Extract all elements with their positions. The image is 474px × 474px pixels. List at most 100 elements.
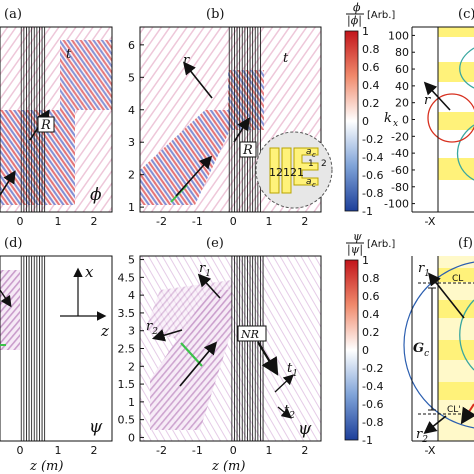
panel-e-beam — [150, 290, 232, 430]
panel-d-xtick: 2 — [91, 444, 98, 457]
colorbar-top-tick: -0.4 — [362, 151, 383, 164]
inset-digit: 1 — [269, 166, 276, 179]
panel-b-ytick: 3 — [128, 136, 135, 149]
panel-a-xtick: 1 — [55, 215, 62, 228]
colorbar-top-tick: 0.8 — [362, 43, 380, 56]
panel-e-xtick: 0 — [230, 444, 237, 457]
panel-e-ytick: 4 — [128, 289, 135, 302]
panel-e-metasurface — [230, 256, 264, 441]
panel-a-field-symbol: ϕ — [90, 185, 102, 205]
colorbar-bottom: ψ |ψ| [Arb.] 1 0.8 0.6 0.4 0.2 0 -0.2 -0.4 -0.6 -… — [344, 230, 395, 447]
panel-e-ytick: 4.5 — [118, 271, 136, 284]
panel-a-R-label: R — [40, 118, 51, 133]
colorbar-bottom-num: ψ — [353, 230, 362, 243]
inset-ac-label: a — [306, 147, 312, 157]
inset-edge-digit: 1 — [308, 159, 314, 169]
panel-e-xtick: 2 — [301, 444, 308, 457]
panel-b-ytick: 5 — [128, 71, 135, 84]
inset-digit: 1 — [283, 166, 290, 179]
colorbar-top: ϕ |ϕ| [Arb.] 1 0.8 0.6 0.4 0.2 0 -0.2 -0.4 -0.6 -… — [344, 1, 395, 218]
colorbar-bottom-tick: 0.6 — [362, 290, 380, 303]
panel-e-ytick: 5 — [128, 254, 135, 267]
panel-b-R-label: R — [242, 143, 253, 158]
panel-e-field-symbol: ψ — [298, 419, 312, 439]
colorbar-bottom-unit: [Arb.] — [367, 239, 395, 250]
panel-e-label: (e) — [206, 236, 224, 251]
panel-e-r1: r1 — [199, 261, 211, 279]
colorbar-bottom-tick: 0.8 — [362, 272, 380, 285]
colorbar-top-num: ϕ — [353, 1, 361, 14]
panel-e-t2: t2 — [284, 403, 295, 421]
panel-c-r-label: r — [424, 93, 431, 108]
colorbar-top-tick: 0.6 — [362, 61, 380, 74]
panel-c-ylabel: k — [384, 111, 392, 126]
colorbar-bottom-tick: -1 — [362, 434, 373, 447]
colorbar-top-tick: -0.8 — [362, 187, 383, 200]
panel-b: R r t ϕ 1 2 1 2 1 a c 1 2 a c (b) 123456… — [128, 7, 333, 228]
panel-b-ytick: 2 — [128, 169, 135, 182]
inset-edge-digit: 2 — [321, 159, 327, 169]
panel-e-ytick: 3.5 — [118, 307, 136, 320]
panel-c-ytick: -40 — [391, 147, 409, 160]
panel-b-xtick: -2 — [156, 215, 167, 228]
panel-c-ytick: -80 — [391, 181, 409, 194]
panel-c-xtick: -X — [425, 215, 436, 228]
panel-d-beam — [0, 270, 20, 350]
panel-b-xtick: 0 — [230, 215, 237, 228]
panel-c: r k x (c) -X 100 80 60 40 20 0 -20 -40 -60 -80 -10… — [384, 7, 474, 228]
panel-d-xtick: 0 — [17, 444, 24, 457]
panel-c-ytick: -60 — [391, 164, 409, 177]
colorbar-bottom-tick: -0.4 — [362, 380, 383, 393]
panel-e-ytick: 0 — [128, 431, 135, 444]
panel-b-ytick: 4 — [128, 104, 135, 117]
inset-digit: 2 — [276, 166, 283, 179]
panel-e-xtick: -2 — [156, 444, 167, 457]
panel-d-field-symbol: ψ — [89, 417, 103, 437]
colorbar-bottom-tick: 0 — [362, 344, 369, 357]
panel-c-ytick: 60 — [395, 63, 409, 76]
panel-e-ytick: 2 — [128, 360, 135, 373]
colorbar-bottom-tick: 1 — [362, 254, 369, 267]
panel-e-ytick: 1 — [128, 396, 135, 409]
panel-b-xtick: 1 — [266, 215, 273, 228]
inset-ac-label: a — [306, 177, 312, 187]
panel-a: R t ϕ (a) 0 1 2 — [0, 7, 113, 228]
colorbar-bottom-tick: -0.6 — [362, 398, 383, 411]
panel-a-xtick: 2 — [91, 215, 98, 228]
panel-f-r2: r2 — [416, 427, 428, 445]
panel-d: x z ψ (d) 0 1 2 z (m) — [0, 236, 113, 474]
colorbar-top-tick: 0.4 — [362, 79, 380, 92]
panel-e-ytick: 3 — [128, 325, 135, 338]
inset-ac-sub: c — [312, 181, 316, 189]
panel-b-label: (b) — [206, 7, 224, 22]
inset-ac-sub: c — [312, 151, 316, 159]
panel-b-metasurface — [228, 27, 262, 212]
panel-f-r1: r1 — [418, 261, 430, 279]
panel-e-ytick: 1.5 — [118, 378, 136, 391]
colorbar-top-den: |ϕ| — [347, 14, 362, 28]
panel-a-transmitted — [60, 40, 112, 110]
panel-e-ytick: 2.5 — [118, 343, 136, 356]
panel-e-xtick: 1 — [266, 444, 273, 457]
panel-b-r-label: r — [183, 53, 190, 68]
panel-a-xtick: 0 — [17, 215, 24, 228]
panel-b-inset: 1 2 1 2 1 a c 1 2 a c — [255, 131, 333, 209]
colorbar-bottom-den: |ψ| — [347, 243, 363, 257]
panel-f-label: (f) — [458, 236, 473, 251]
panel-c-ytick: 0 — [402, 114, 409, 127]
panel-d-axis-z: z — [100, 322, 109, 340]
panel-d-axis-x: x — [85, 263, 94, 281]
colorbar-top-tick: 1 — [362, 25, 369, 38]
panel-c-ytick: 100 — [388, 29, 409, 42]
panel-d-xlabel: z (m) — [29, 459, 63, 474]
panel-b-t-label: t — [283, 51, 289, 66]
colorbar-bottom-tick: -0.2 — [362, 362, 383, 375]
panel-c-ytick: 80 — [395, 46, 409, 59]
colorbar-top-tick: -0.6 — [362, 169, 383, 182]
panel-e-r2: r2 — [146, 319, 158, 337]
colorbar-bottom-tick: -0.8 — [362, 416, 383, 429]
panel-b-ytick: 6 — [128, 39, 135, 52]
panel-a-label: (a) — [4, 7, 22, 22]
panel-d-label: (d) — [4, 236, 22, 251]
